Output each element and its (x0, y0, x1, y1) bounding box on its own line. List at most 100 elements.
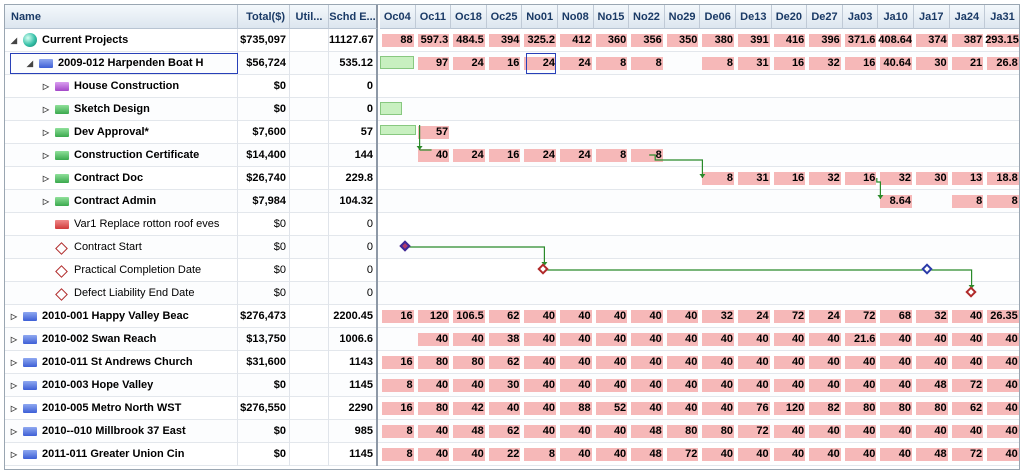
week-hours-value[interactable]: 72 (756, 425, 769, 437)
gantt-row[interactable]: ▷ Sketch Design $0 0 (5, 98, 1019, 121)
week-hours-value[interactable]: 26.35 (990, 310, 1018, 322)
week-hours-value[interactable]: 40 (613, 356, 627, 368)
expand-arrow-icon[interactable]: ▷ (42, 128, 50, 137)
collapse-arrow-icon[interactable]: ◢ (26, 59, 34, 68)
week-hours-value[interactable]: 80 (435, 402, 449, 414)
week-hours-value[interactable]: 80 (720, 425, 733, 437)
week-hours-value[interactable]: 40 (898, 425, 911, 437)
week-hours-value[interactable]: 76 (756, 402, 769, 414)
name-cell[interactable]: ◢ Current Projects (5, 29, 238, 52)
week-hours-value[interactable]: 16 (400, 402, 413, 414)
name-cell[interactable]: ▷ Contract Admin (5, 190, 238, 213)
week-hours-value[interactable]: 40 (756, 379, 769, 391)
week-hours-value[interactable]: 40 (720, 379, 733, 391)
week-hours-value[interactable]: 40 (898, 448, 911, 460)
name-cell[interactable]: Defect Liability End Date (5, 282, 238, 305)
week-hours-value[interactable]: 48 (649, 425, 662, 437)
week-hours-value[interactable]: 40 (863, 356, 876, 368)
week-hours-value[interactable]: 40 (578, 333, 591, 345)
week-hours-value[interactable]: 8 (406, 379, 413, 391)
week-hours-value[interactable]: 40 (613, 425, 627, 437)
gantt-row[interactable]: ▷ 2010-003 Hope Valley $0 1145 8 40 40 30 40 40 40… (5, 374, 1019, 397)
week-hours-value[interactable]: 40 (756, 356, 769, 368)
week-hours-value[interactable]: 16 (400, 310, 413, 322)
week-hours-value[interactable]: 24 (471, 57, 484, 69)
week-hours-value[interactable]: 88 (578, 402, 591, 414)
week-hours-value[interactable]: 16 (507, 57, 520, 69)
name-cell[interactable]: ▷ Sketch Design (5, 98, 238, 121)
week-hours-value[interactable]: 8 (655, 57, 662, 69)
week-hours-value[interactable]: 40 (685, 333, 698, 345)
name-cell[interactable]: ▷ Construction Certificate (5, 144, 238, 167)
week-hours-value[interactable]: 40 (934, 356, 947, 368)
week-hours-value[interactable]: 484.5 (456, 34, 484, 46)
week-hours-value[interactable]: 32 (898, 172, 911, 184)
week-hours-value[interactable]: 40 (791, 379, 805, 391)
name-cell[interactable]: ▷ 2010-011 St Andrews Church (5, 351, 238, 374)
week-hours-value[interactable]: 40 (791, 333, 805, 345)
week-hours-value[interactable]: 40 (1005, 379, 1018, 391)
gantt-row[interactable]: ▷ 2011-011 Greater Union Cin $0 1145 8 40 40 22… (5, 443, 1019, 466)
expand-arrow-icon[interactable]: ▷ (10, 404, 18, 413)
week-hours-value[interactable]: 40 (613, 448, 627, 460)
week-hours-value[interactable]: 48 (934, 379, 947, 391)
week-hours-value[interactable]: 40 (649, 333, 662, 345)
week-hours-value[interactable]: 40 (791, 356, 805, 368)
week-hours-value[interactable]: 40 (578, 448, 591, 460)
name-cell[interactable]: Contract Start (5, 236, 238, 259)
gantt-row[interactable]: ◢ 2009-012 Harpenden Boat H $56,724 535.12 9… (5, 52, 1019, 75)
gantt-row[interactable]: ◢ Current Projects $735,097 11127.67 88 597.3… (5, 29, 1019, 52)
week-hours-value[interactable]: 40 (542, 333, 555, 345)
week-hours-value[interactable]: 48 (471, 425, 484, 437)
week-hours-value[interactable]: 40 (685, 402, 698, 414)
week-hours-value[interactable]: 391 (750, 34, 769, 46)
expand-arrow-icon[interactable]: ▷ (42, 82, 50, 91)
week-hours-value[interactable]: 21 (969, 57, 983, 69)
week-hours-value[interactable]: 40 (1005, 333, 1018, 345)
week-hours-value[interactable]: 40 (685, 356, 698, 368)
week-hours-value[interactable]: 374 (928, 34, 947, 46)
week-hours-value[interactable]: 97 (435, 57, 449, 69)
name-cell[interactable]: ▷ 2010-001 Happy Valley Beac (5, 305, 238, 328)
name-cell[interactable]: ▷ 2011-011 Greater Union Cin (5, 443, 238, 466)
week-hours-value[interactable]: 72 (969, 448, 983, 460)
week-hours-value[interactable]: 597.3 (420, 34, 449, 46)
week-hours-value[interactable]: 40 (969, 333, 983, 345)
week-hours-value[interactable]: 40 (827, 425, 840, 437)
week-hours-value[interactable]: 8 (976, 195, 983, 207)
week-hours-value[interactable]: 40 (791, 448, 805, 460)
week-hours-value[interactable]: 40 (1005, 425, 1018, 437)
week-hours-value[interactable]: 40 (435, 425, 449, 437)
week-hours-value[interactable]: 68 (898, 310, 911, 322)
week-hours-value[interactable]: 18.8 (996, 172, 1018, 184)
gantt-row[interactable]: ▷ 2010-002 Swan Reach $13,750 1006.6 40 40 38 4… (5, 328, 1019, 351)
week-hours-value[interactable]: 40 (969, 310, 983, 322)
task-bar[interactable] (380, 125, 416, 135)
week-hours-value[interactable]: 40 (471, 448, 484, 460)
expand-arrow-icon[interactable]: ▷ (10, 358, 18, 367)
week-hours-value[interactable]: 40 (507, 402, 520, 414)
gantt-row[interactable]: ▷ Contract Doc $26,740 229.8 8 31 16 32 16 32 30 13… (5, 167, 1019, 190)
week-hours-value[interactable]: 40 (827, 333, 840, 345)
week-hours-value[interactable]: 40 (969, 425, 983, 437)
week-hours-value[interactable]: 396 (821, 34, 840, 46)
expand-arrow-icon[interactable]: ▷ (42, 197, 50, 206)
week-hours-value[interactable]: 416 (785, 34, 805, 46)
week-hours-value[interactable]: 8 (406, 425, 413, 437)
week-hours-value[interactable]: 24 (827, 310, 840, 322)
week-hours-value[interactable]: 16 (400, 356, 413, 368)
week-hours-value[interactable]: 31 (756, 57, 769, 69)
week-hours-value[interactable]: 40 (542, 379, 555, 391)
week-hours-value[interactable]: 40 (613, 333, 627, 345)
week-hours-value[interactable]: 48 (934, 448, 947, 460)
week-hours-value[interactable]: 21.6 (853, 333, 876, 345)
week-hours-value[interactable]: 40 (934, 425, 947, 437)
week-hours-value[interactable]: 40 (720, 356, 733, 368)
week-hours-value[interactable]: 8 (726, 57, 733, 69)
week-hours-value[interactable]: 40 (685, 310, 698, 322)
week-hours-value[interactable]: 408.64 (878, 34, 913, 46)
name-cell[interactable]: ▷ 2010-003 Hope Valley (5, 374, 238, 397)
week-hours-value[interactable]: 106.5 (456, 310, 484, 322)
week-hours-value[interactable]: 30 (507, 379, 520, 391)
week-hours-value[interactable]: 26.8 (996, 57, 1018, 69)
